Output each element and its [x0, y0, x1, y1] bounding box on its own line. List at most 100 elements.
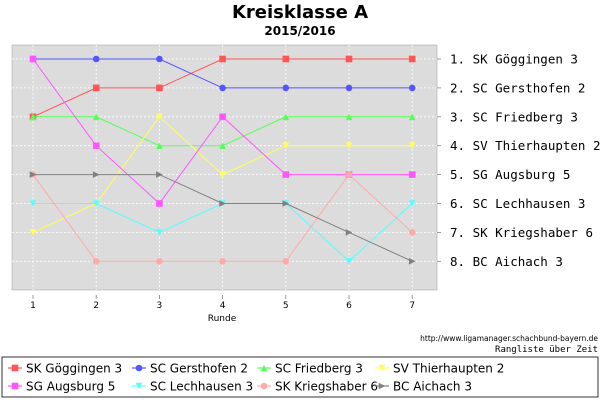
data-point	[92, 142, 100, 149]
data-point	[408, 84, 416, 92]
data-point	[345, 142, 353, 149]
rank-label: 6. SC Lechhausen 3	[450, 196, 585, 211]
legend-item: BC Aichach 3	[375, 380, 472, 394]
data-point	[408, 200, 416, 207]
data-point	[29, 200, 37, 207]
data-point	[29, 171, 37, 178]
x-tick-label: 7	[409, 301, 415, 311]
data-point	[156, 171, 163, 178]
x-tick-label: 1	[30, 301, 36, 311]
data-point	[345, 258, 353, 265]
data-point	[345, 55, 353, 63]
data-point	[408, 113, 416, 121]
legend-item: SV Thierhaupten 2	[375, 362, 504, 376]
data-point	[135, 382, 143, 390]
data-point	[282, 84, 290, 92]
data-point	[282, 142, 290, 149]
x-tick-label: 3	[157, 301, 163, 311]
data-point	[219, 200, 226, 207]
legend-label: SG Augsburg 5	[26, 380, 115, 394]
series-bc-aichach-3	[29, 171, 416, 265]
data-point	[345, 84, 353, 92]
data-point	[282, 258, 290, 265]
data-point	[219, 258, 226, 265]
data-point	[29, 229, 37, 236]
rank-label: 2. SC Gersthofen 2	[450, 80, 585, 95]
data-point	[345, 229, 353, 236]
plot-area	[11, 44, 438, 291]
legend-label: SK Göggingen 3	[26, 362, 122, 376]
data-point	[345, 171, 353, 178]
data-point	[92, 258, 100, 265]
rank-label: 3. SC Friedberg 3	[450, 109, 578, 124]
legend-item: SC Friedberg 3	[257, 362, 363, 376]
chart-subtitle: 2015/2016	[264, 24, 335, 38]
data-point	[156, 84, 163, 92]
legend-item: SK Göggingen 3	[8, 362, 122, 376]
chart-title: Kreisklasse A	[232, 2, 368, 23]
data-point	[408, 171, 416, 178]
data-point	[378, 364, 386, 372]
data-point	[282, 113, 290, 121]
legend-label: SC Friedberg 3	[275, 362, 363, 376]
data-point	[408, 229, 416, 236]
data-point	[156, 200, 163, 207]
series-sc-friedberg-3	[29, 113, 416, 149]
data-point	[29, 55, 37, 63]
rank-label: 1. SK Göggingen 3	[450, 52, 578, 67]
data-point	[92, 200, 100, 207]
legend-item: SG Augsburg 5	[8, 380, 115, 394]
x-tick-label: 2	[93, 301, 99, 311]
legend-label: SK Kriegshaber 6	[275, 380, 378, 394]
data-point	[219, 171, 226, 178]
legend-item: SC Gersthofen 2	[132, 362, 248, 376]
data-point	[156, 113, 163, 121]
rank-label: 7. SK Kriegshaber 6	[450, 225, 593, 240]
data-point	[156, 142, 163, 149]
data-point	[219, 84, 226, 92]
x-tick-label: 6	[346, 301, 352, 311]
axes: 1 2 3 4 5 6 7	[30, 58, 441, 311]
data-point	[282, 200, 290, 207]
data-point	[92, 113, 100, 121]
data-point	[156, 229, 163, 236]
data-point	[260, 382, 268, 390]
rank-label: 5. SG Augsburg 5	[450, 167, 570, 182]
data-point	[408, 258, 416, 265]
data-point	[92, 55, 100, 63]
source-credit: http://www.ligamanager.schachbund-bayern…	[420, 334, 598, 343]
rank-labels: 1. SK Göggingen 3 2. SC Gersthofen 2 3. SC…	[450, 52, 600, 269]
data-point	[282, 171, 290, 178]
legend-label: SC Gersthofen 2	[150, 362, 248, 376]
legend-label: SC Lechhausen 3	[150, 380, 253, 394]
data-point	[282, 55, 290, 63]
legend: SK Göggingen 3 SC Gersthofen 2 SC Friedber…	[8, 362, 504, 394]
data-point	[219, 142, 226, 149]
x-axis-label: Runde	[208, 314, 237, 324]
data-point	[408, 55, 416, 63]
data-point	[156, 55, 163, 63]
data-point	[378, 382, 386, 390]
x-tick-label: 5	[283, 301, 289, 311]
chart-note: Rangliste über Zeit	[495, 345, 598, 355]
data-point	[11, 364, 19, 372]
legend-label: SV Thierhaupten 2	[393, 362, 504, 376]
data-point	[345, 113, 353, 121]
rank-label: 8. BC Aichach 3	[450, 254, 563, 269]
data-point	[11, 382, 19, 390]
legend-item: SC Lechhausen 3	[132, 380, 253, 394]
data-point	[92, 171, 100, 178]
data-point	[156, 258, 163, 265]
data-point	[408, 142, 416, 149]
rank-label: 4. SV Thierhaupten 2	[450, 138, 600, 153]
legend-label: BC Aichach 3	[393, 380, 472, 394]
legend-box	[1, 356, 599, 398]
series-layer	[29, 55, 416, 265]
data-point	[135, 364, 143, 372]
data-point	[92, 84, 100, 92]
data-point	[29, 113, 37, 121]
legend-item: SK Kriegshaber 6	[257, 380, 378, 394]
x-tick-label: 4	[220, 301, 226, 311]
data-point	[219, 113, 226, 121]
